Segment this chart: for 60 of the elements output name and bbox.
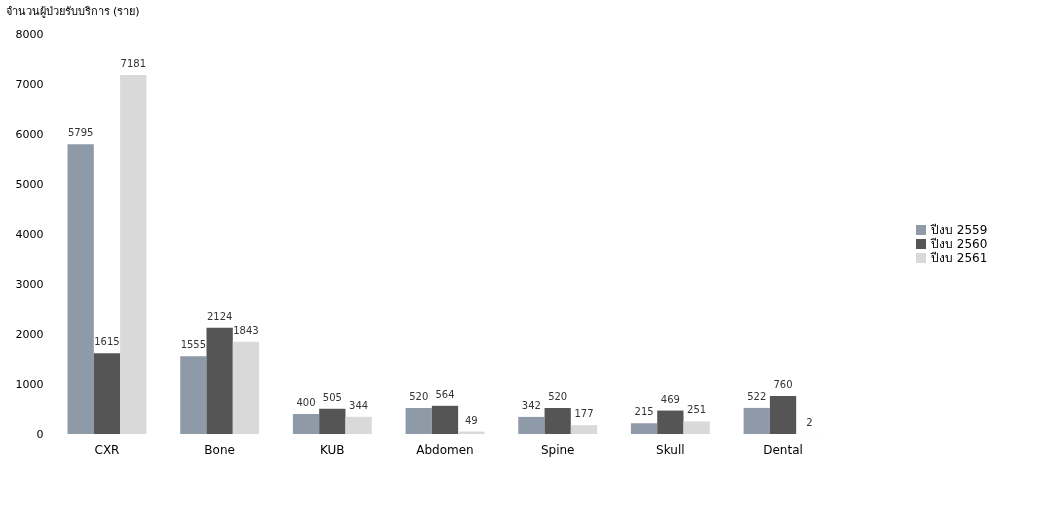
y-tick-label: 8000 <box>15 27 44 41</box>
x-tick-label: Skull <box>656 442 685 457</box>
data-label: 7181 <box>120 57 146 69</box>
bar <box>93 353 121 434</box>
data-label: 215 <box>634 406 654 418</box>
data-label: 400 <box>296 397 316 408</box>
data-label: 5795 <box>67 127 94 139</box>
y-tick-label: 2000 <box>15 327 44 341</box>
bar <box>657 410 684 434</box>
y-tick-label: 7000 <box>15 77 44 91</box>
bar <box>120 74 147 434</box>
bar <box>743 407 770 434</box>
bar <box>518 416 545 434</box>
bar <box>570 425 598 434</box>
bar <box>345 416 372 434</box>
data-label: 251 <box>687 404 707 416</box>
bar <box>405 408 432 434</box>
y-tick-label: 0 <box>36 427 44 441</box>
data-label: 522 <box>747 390 767 402</box>
y-tick-label: 5000 <box>15 177 44 191</box>
data-label: 2 <box>806 416 813 428</box>
legend-label: ปีงบ 2560 <box>930 237 988 251</box>
data-label: 1843 <box>233 324 259 336</box>
x-tick-label: Bone <box>204 442 235 457</box>
bar <box>292 414 320 434</box>
legend-label: ปีงบ 2561 <box>930 251 988 265</box>
data-label: 344 <box>349 399 369 411</box>
bar <box>180 356 207 434</box>
bar <box>630 423 658 434</box>
legend-label: ปีงบ 2559 <box>930 223 988 237</box>
bar <box>431 405 459 434</box>
bar <box>683 421 710 434</box>
data-label: 49 <box>464 414 478 426</box>
data-label: 177 <box>574 408 594 420</box>
x-tick-label: CXR <box>94 442 120 457</box>
data-label: 505 <box>322 391 342 403</box>
y-tick-label: 3000 <box>15 277 44 291</box>
bar <box>206 327 233 434</box>
data-label: 564 <box>435 388 455 400</box>
x-tick-label: Abdomen <box>416 442 474 457</box>
bar <box>769 396 797 434</box>
bar <box>67 144 94 434</box>
data-label: 760 <box>773 379 793 390</box>
y-tick-label: 1000 <box>15 377 44 391</box>
bar <box>544 408 571 434</box>
data-label: 2124 <box>206 310 233 322</box>
data-label: 342 <box>521 399 541 411</box>
y-tick-label: 6000 <box>15 127 44 141</box>
y-axis-title: จำนวนผู้ป่วยรับบริการ (ราย) <box>5 4 140 18</box>
bar <box>232 341 260 434</box>
y-tick-label: 4000 <box>15 227 44 241</box>
data-label: 469 <box>660 393 680 405</box>
bar <box>319 408 346 434</box>
x-tick-label: Dental <box>763 442 803 457</box>
x-tick-label: Spine <box>540 442 575 457</box>
x-tick-label: KUB <box>320 442 345 457</box>
data-label: 1555 <box>180 339 207 351</box>
data-label: 1615 <box>94 336 120 348</box>
data-label: 520 <box>409 391 429 402</box>
data-label: 520 <box>548 391 568 402</box>
